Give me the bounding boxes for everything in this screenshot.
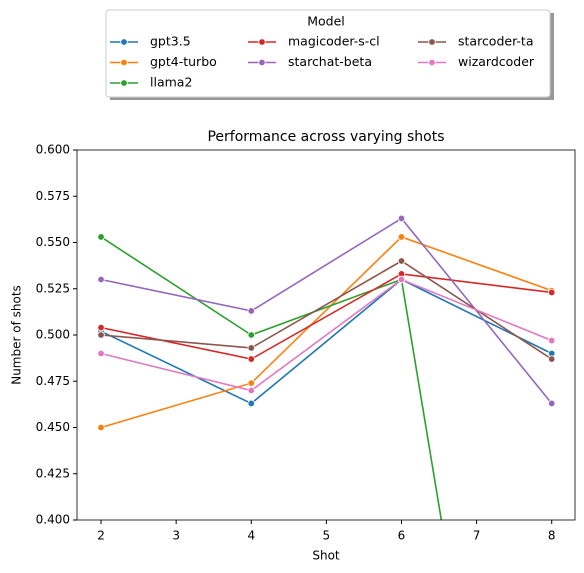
legend-marker [120, 79, 128, 87]
marker [548, 399, 556, 408]
marker [397, 214, 406, 223]
marker [247, 399, 255, 408]
legend-marker [428, 58, 436, 67]
x-tick-label: 2 [97, 529, 105, 543]
legend-marker [258, 58, 266, 67]
marker [247, 307, 255, 315]
legend-label: magicoder-s-cl [288, 34, 380, 49]
line [100, 278, 553, 392]
line [100, 236, 552, 429]
line [100, 236, 443, 520]
legend-box [105, 9, 551, 98]
legend-label: wizardcoder [458, 54, 535, 69]
x-tick-label: 3 [172, 529, 180, 543]
marker [548, 336, 556, 345]
y-tick-label: 0.475 [36, 374, 70, 388]
y-tick-label: 0.450 [36, 420, 70, 434]
x-tick-label: 8 [548, 529, 556, 543]
line [100, 278, 553, 405]
line [100, 273, 552, 360]
y-axis-label: Number of shots [10, 285, 24, 385]
marker [97, 423, 105, 432]
x-tick-label: 6 [398, 529, 406, 543]
plot-frame [76, 149, 576, 521]
legend-title: Model [307, 14, 345, 29]
y-tick-label: 0.500 [36, 328, 70, 342]
marker [97, 233, 105, 241]
marker [548, 355, 556, 363]
marker [247, 344, 255, 352]
marker [97, 275, 105, 284]
marker [97, 349, 105, 358]
marker [97, 323, 105, 332]
marker [548, 288, 556, 297]
marker [97, 331, 105, 339]
plot-area [97, 214, 556, 520]
y-tick-label: 0.600 [36, 143, 70, 157]
marker [397, 275, 406, 284]
legend-marker [120, 58, 128, 67]
x-tick-label: 5 [323, 529, 331, 543]
y-tick-label: 0.425 [36, 466, 70, 480]
x-axis-label: Shot [312, 549, 340, 563]
marker [397, 257, 406, 265]
legend-label: gpt3.5 [150, 34, 191, 49]
y-tick-label: 0.525 [36, 281, 70, 295]
x-tick-label: 4 [247, 529, 255, 543]
chart-title: Performance across varying shots [207, 129, 444, 145]
legend-label: starchat-beta [288, 54, 372, 69]
marker [247, 331, 255, 339]
legend-marker [258, 38, 266, 46]
legend-label: starcoder-ta [458, 34, 534, 49]
marker [397, 233, 406, 241]
marker [247, 386, 255, 395]
legend-marker [428, 38, 436, 46]
y-tick-label: 0.550 [36, 235, 70, 249]
legend-label: llama2 [150, 75, 192, 90]
marker [247, 355, 255, 363]
legend-label: gpt4-turbo [150, 54, 217, 69]
x-tick-label: 7 [473, 529, 481, 543]
y-tick-label: 0.575 [36, 189, 70, 203]
marker [247, 379, 255, 387]
legend-marker [120, 38, 128, 46]
y-tick-label: 0.400 [36, 513, 70, 527]
